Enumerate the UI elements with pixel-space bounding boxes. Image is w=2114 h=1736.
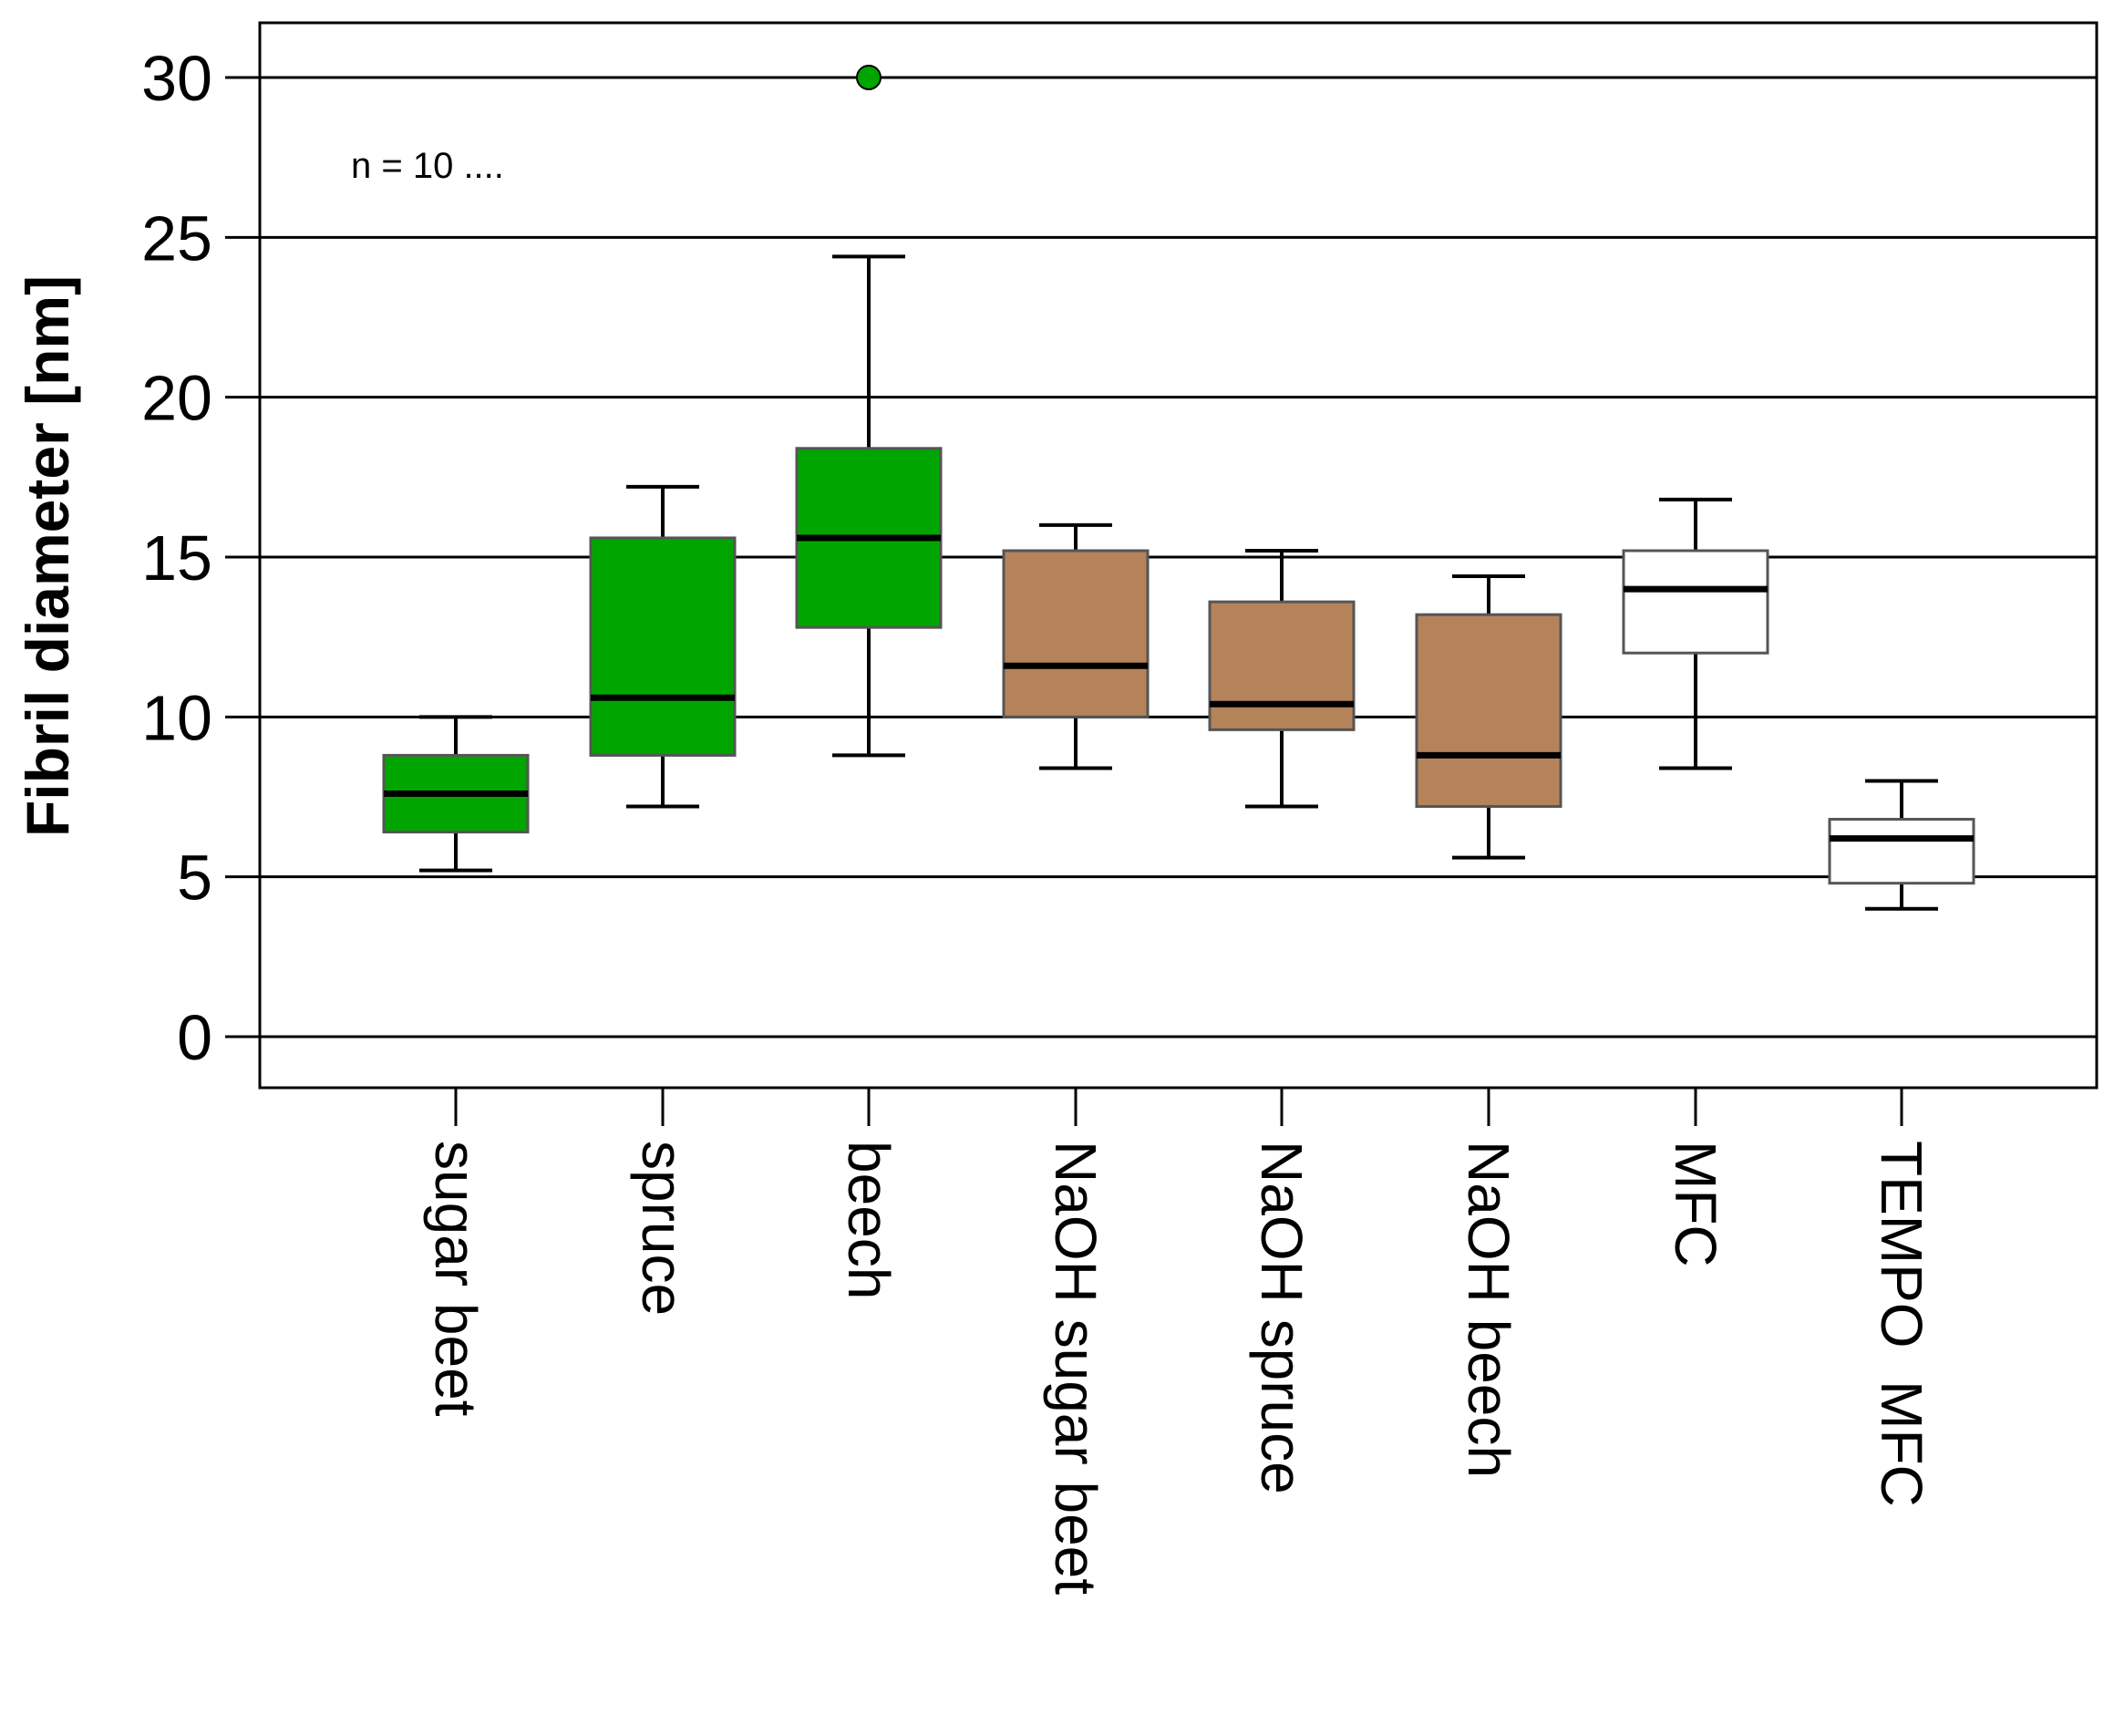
- axes-layer: 0 5 10 15 20 25 30 sugar beet spruce beech NaOH su…: [141, 43, 1934, 1595]
- y-tick-label-15: 15: [141, 522, 212, 594]
- x-tick-label-sugar-beet: sugar beet: [423, 1141, 489, 1417]
- boxes-layer: [382, 65, 1975, 911]
- iqr-box: [589, 536, 737, 757]
- x-tick-label-mfc: MFC: [1663, 1141, 1728, 1267]
- y-tick-label-25: 25: [141, 202, 212, 274]
- box-beech: [795, 65, 943, 758]
- iqr-box: [1622, 549, 1769, 655]
- y-axis-label: Fibril diameter [nm]: [14, 275, 81, 837]
- outlier-point: [856, 65, 882, 90]
- grid-layer: [260, 76, 2097, 1038]
- box-naoh-spruce: [1208, 548, 1356, 809]
- box-mfc: [1622, 497, 1769, 770]
- x-tick-label-naoh-sugar-beet: NaOH sugar beet: [1043, 1141, 1109, 1595]
- iqr-box: [1828, 818, 1975, 885]
- box-sugar-beet: [382, 715, 530, 873]
- x-tick-label-beech: beech: [836, 1141, 902, 1299]
- y-tick-label-5: 5: [177, 842, 212, 914]
- box-tempo-mfc: [1828, 779, 1975, 911]
- plot-frame: [258, 21, 2099, 1090]
- sample-size-annotation: n = 10 ....: [351, 146, 504, 186]
- x-tick-label-tempo-mfc: TEMPO MFC: [1869, 1141, 1934, 1507]
- y-tick-label-10: 10: [141, 682, 212, 753]
- box-naoh-beech: [1415, 574, 1562, 860]
- x-tick-label-spruce: spruce: [630, 1141, 696, 1316]
- box-spruce: [589, 484, 737, 809]
- y-tick-label-20: 20: [141, 363, 212, 434]
- box-naoh-sugar-beet: [1002, 522, 1150, 770]
- x-tick-label-naoh-spruce: NaOH spruce: [1249, 1141, 1315, 1494]
- y-tick-label-0: 0: [177, 1002, 212, 1073]
- iqr-box: [1415, 613, 1562, 809]
- iqr-box: [1002, 549, 1150, 718]
- iqr-box: [1208, 600, 1356, 731]
- y-tick-label-30: 30: [141, 43, 212, 114]
- x-tick-label-naoh-beech: NaOH beech: [1456, 1141, 1521, 1478]
